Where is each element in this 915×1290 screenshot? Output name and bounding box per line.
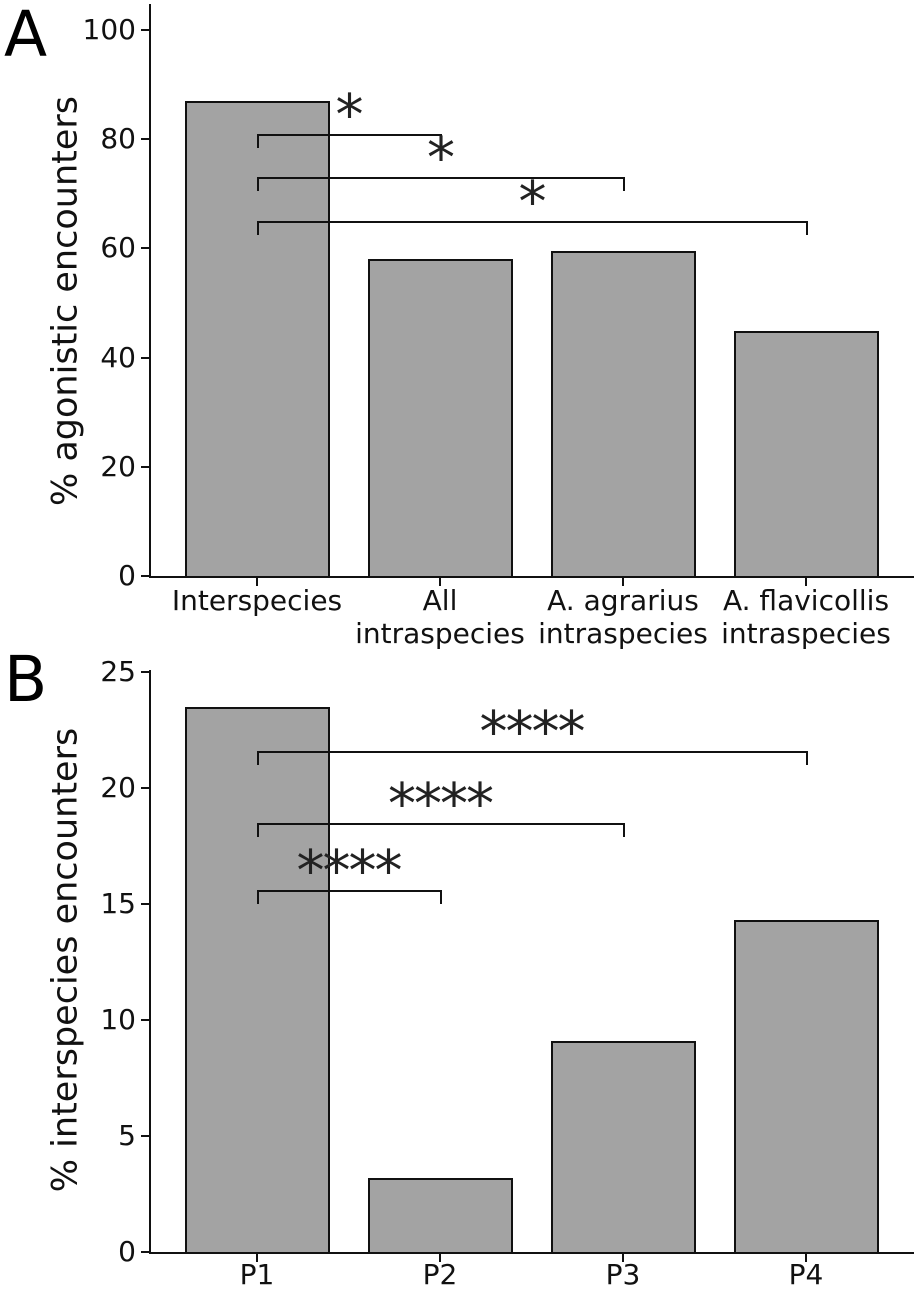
y-axis-spine [149,4,151,578]
y-tick [141,1135,149,1137]
bar-a1 [184,101,330,578]
y-tick [141,1019,149,1021]
x-tick-label-line: Interspecies [171,584,343,617]
x-tick-label: A. flavicollis intraspecies [666,584,915,650]
x-tick-label-line: P3 [605,1258,641,1290]
x-tick-label-line: P4 [788,1258,824,1290]
x-tick-label-line: All [422,584,458,617]
y-tick-label: 5 [118,1119,136,1152]
x-tick-label: Interspecies [117,584,397,617]
y-tick-label: 80 [100,122,136,156]
significance-label: **** [296,839,403,905]
y-tick [141,903,149,905]
y-tick [141,356,149,359]
x-tick-label: A. agrarius intraspecies [483,584,763,650]
y-tick [141,575,149,577]
significance-bracket [257,822,625,837]
bar-b2 [367,1177,513,1254]
x-tick [256,578,258,586]
bar-a4 [733,331,879,578]
significance-label: * [518,170,547,236]
x-tick [622,578,624,586]
bar-a2 [367,259,513,578]
x-tick [439,1254,441,1262]
y-tick-label: 60 [100,231,136,265]
x-tick-label: P4 [666,1258,915,1290]
bar-b3 [550,1040,696,1254]
x-tick-label-line: A. flavicollis [722,584,890,617]
x-tick-label-line: P2 [422,1258,458,1290]
x-axis-line [149,576,914,578]
significance-bracket [257,177,625,192]
x-tick-label: P1 [117,1258,397,1290]
y-tick-label: 20 [100,449,136,483]
x-tick-label-line: intraspecies [721,617,891,650]
y-tick [141,247,149,250]
y-tick [141,671,149,673]
x-tick [805,578,807,586]
bar-b4 [733,920,879,1254]
x-tick-label-line: A. agrarius [547,584,699,617]
significance-bracket [257,750,808,765]
x-axis-line [149,1252,914,1254]
x-tick [256,1254,258,1262]
x-tick [439,578,441,586]
y-tick [141,465,149,468]
x-tick [622,1254,624,1262]
x-tick [805,1254,807,1262]
y-tick-label: 0 [118,1235,136,1268]
y-tick-label: 15 [100,887,136,920]
y-tick [141,1251,149,1253]
x-tick-label-line: intraspecies [538,617,708,650]
x-tick-label: All intraspecies [300,584,580,650]
y-tick-label: 0 [118,559,136,592]
y-tick-label: 100 [82,13,136,46]
significance-bracket [257,890,442,905]
significance-bracket [257,221,808,236]
significance-label: * [335,82,364,148]
bar-a3 [550,251,696,578]
x-tick-label: P3 [483,1258,763,1290]
significance-label: **** [479,699,586,765]
y-tick-label: 25 [100,655,136,688]
panel-a-letter: A [4,0,48,71]
y-tick-label: 40 [100,340,136,374]
y-tick-label: 20 [100,771,136,804]
y-axis-spine [149,670,151,1254]
y-tick [141,138,149,141]
significance-bracket [257,133,442,148]
x-tick-label-line: intraspecies [355,617,525,650]
x-tick-label: P2 [300,1258,580,1290]
significance-label: * [427,126,455,192]
y-tick [141,29,149,31]
x-tick-label-line: P1 [239,1258,275,1290]
significance-label: **** [388,771,494,837]
panel-b-letter: B [4,643,48,716]
y-tick [141,787,149,789]
bar-b1 [184,706,330,1254]
y-tick-label: 10 [100,1003,136,1036]
